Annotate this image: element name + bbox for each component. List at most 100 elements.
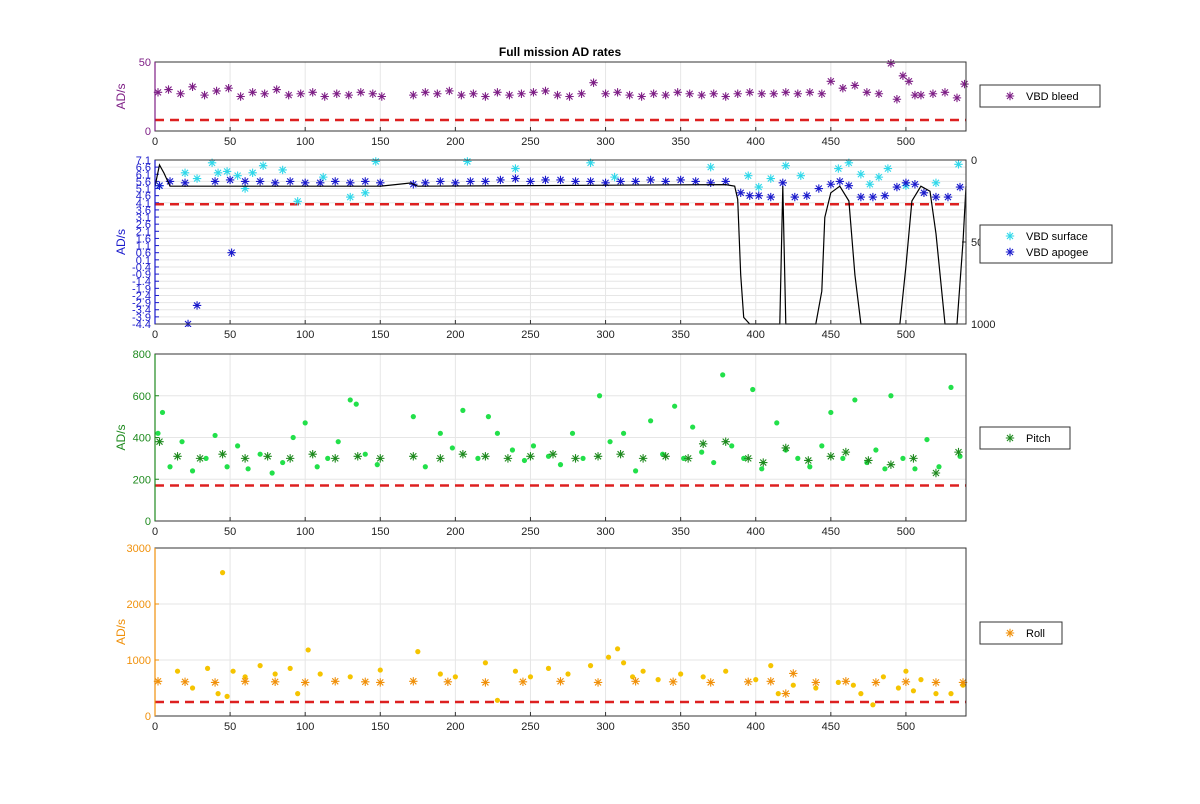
- data-point: [308, 88, 317, 97]
- data-dot: [753, 677, 759, 683]
- x-tick-label: 500: [897, 721, 915, 733]
- x-tick-label: 400: [747, 721, 765, 733]
- data-point: [240, 454, 250, 463]
- data-point: [517, 89, 526, 98]
- data-point: [458, 450, 468, 459]
- data-point: [954, 160, 963, 169]
- data-dot: [632, 468, 639, 474]
- data-point: [260, 89, 269, 98]
- data-point: [529, 88, 538, 97]
- data-point: [892, 95, 902, 104]
- data-dot: [242, 674, 248, 680]
- legend-box: [979, 621, 1063, 645]
- data-dot: [452, 674, 458, 680]
- data-point: [706, 678, 715, 687]
- data-dot: [933, 691, 939, 697]
- legend-marker-icon: [1005, 628, 1015, 638]
- data-dot: [768, 663, 774, 669]
- data-point: [316, 178, 325, 188]
- y-tick-label: 6.1: [136, 169, 151, 181]
- data-point: [856, 170, 866, 179]
- y-axis-label: AD/s: [114, 619, 128, 645]
- data-dot: [317, 671, 323, 677]
- data-point: [631, 677, 640, 686]
- data-point: [443, 677, 453, 687]
- legend: VBD surface VBD apogee: [979, 224, 1113, 264]
- data-point: [445, 86, 454, 96]
- data-point: [436, 177, 445, 186]
- data-dot: [174, 668, 181, 674]
- data-point: [954, 447, 963, 457]
- y-tick-label: 2.1: [136, 226, 151, 238]
- x-tick-label: 150: [371, 136, 389, 148]
- data-point: [376, 178, 385, 188]
- data-point: [886, 59, 896, 68]
- x-tick-label: 450: [822, 329, 840, 341]
- data-point: [838, 84, 848, 93]
- data-point: [610, 172, 619, 182]
- data-point: [331, 454, 340, 463]
- y-tick-label: 1.6: [136, 233, 151, 245]
- data-point: [466, 177, 475, 186]
- data-dot: [948, 384, 954, 390]
- y-tick-label: 2000: [127, 599, 151, 611]
- data-point: [691, 177, 700, 186]
- data-point: [213, 168, 223, 178]
- x-tick-label: 50: [224, 329, 236, 341]
- x-tick-label: 0: [152, 136, 158, 148]
- data-dot: [888, 393, 894, 399]
- data-dot: [629, 674, 636, 680]
- x-tick-label: 200: [446, 136, 464, 148]
- data-point: [834, 164, 843, 173]
- data-point: [421, 88, 430, 97]
- data-dot: [224, 464, 230, 470]
- data-dot: [295, 691, 301, 697]
- y-tick-label: -3.4: [132, 305, 151, 317]
- data-point: [601, 178, 610, 188]
- data-dot: [530, 443, 537, 449]
- data-point: [958, 678, 968, 687]
- x-tick-label: 200: [446, 721, 464, 733]
- x-tick-label: 450: [822, 526, 840, 538]
- data-dot: [189, 685, 196, 691]
- legend: VBD bleed: [979, 84, 1101, 108]
- data-point: [210, 177, 220, 186]
- data-point: [233, 171, 242, 180]
- data-dot: [741, 455, 747, 461]
- data-point: [901, 178, 911, 188]
- data-point: [511, 164, 520, 173]
- y-tick-label: 5.6: [136, 176, 151, 188]
- legend-box: [979, 426, 1071, 450]
- data-point: [155, 181, 164, 190]
- data-point: [909, 454, 918, 463]
- data-point: [240, 184, 250, 193]
- data-dot: [325, 455, 331, 461]
- x-tick-label: 500: [897, 136, 915, 148]
- data-dot: [527, 674, 534, 680]
- data-point: [556, 677, 565, 686]
- data-dot: [204, 665, 211, 672]
- data-dot: [245, 466, 251, 472]
- x-tick-label: 350: [671, 329, 689, 341]
- data-dot: [494, 430, 501, 436]
- data-dot: [224, 693, 230, 700]
- data-point: [593, 678, 603, 687]
- data-point: [188, 82, 197, 92]
- data-point: [481, 92, 490, 101]
- data-point: [421, 178, 430, 188]
- data-dot: [449, 445, 455, 451]
- data-point: [844, 181, 854, 190]
- data-point: [505, 90, 514, 100]
- data-point: [862, 88, 872, 97]
- data-dot: [362, 451, 368, 457]
- legend-marker-icon: [1005, 433, 1015, 443]
- data-point: [376, 678, 385, 687]
- data-dot: [596, 393, 603, 399]
- x-tick-label: 200: [446, 329, 464, 341]
- x-tick-label: 100: [296, 721, 314, 733]
- data-dot: [485, 414, 492, 420]
- x-tick-label: 300: [596, 526, 614, 538]
- data-point: [796, 171, 805, 180]
- data-dot: [545, 453, 552, 459]
- data-point: [285, 177, 295, 186]
